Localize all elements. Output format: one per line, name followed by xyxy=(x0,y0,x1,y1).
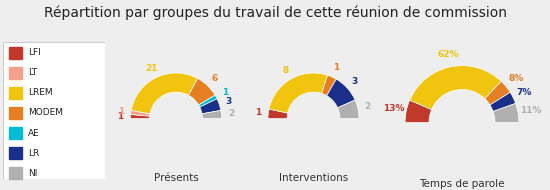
Wedge shape xyxy=(189,78,215,105)
Text: 1: 1 xyxy=(118,107,124,116)
Text: 13%: 13% xyxy=(383,104,405,113)
Text: LR: LR xyxy=(28,149,40,158)
Wedge shape xyxy=(322,75,336,96)
Wedge shape xyxy=(199,95,217,107)
Text: LFI: LFI xyxy=(28,48,41,57)
Wedge shape xyxy=(327,79,355,108)
Wedge shape xyxy=(200,99,221,114)
Wedge shape xyxy=(338,100,359,119)
FancyBboxPatch shape xyxy=(3,42,104,179)
Text: 2: 2 xyxy=(228,109,234,118)
Text: NI: NI xyxy=(28,169,37,178)
Wedge shape xyxy=(410,66,501,109)
Wedge shape xyxy=(405,100,432,123)
Wedge shape xyxy=(131,110,150,116)
Text: Temps de parole
(mots prononcés): Temps de parole (mots prononcés) xyxy=(416,179,508,190)
Bar xyxy=(9,127,22,139)
Wedge shape xyxy=(131,73,197,114)
Text: LREM: LREM xyxy=(28,88,53,97)
Text: 1: 1 xyxy=(117,112,124,120)
Wedge shape xyxy=(493,103,519,123)
Text: 62%: 62% xyxy=(437,50,459,59)
Text: 1: 1 xyxy=(333,63,339,72)
Text: 3: 3 xyxy=(351,77,358,86)
Bar xyxy=(9,87,22,99)
Text: Interventions: Interventions xyxy=(279,173,348,183)
Text: AE: AE xyxy=(28,128,40,138)
Text: 11%: 11% xyxy=(520,106,541,115)
Wedge shape xyxy=(485,81,510,105)
Text: 1: 1 xyxy=(255,108,261,117)
Wedge shape xyxy=(130,114,150,119)
Text: 6: 6 xyxy=(211,74,217,83)
Bar xyxy=(9,147,22,159)
Text: MODEM: MODEM xyxy=(28,108,63,117)
Text: Répartition par groupes du travail de cette réunion de commission: Répartition par groupes du travail de ce… xyxy=(43,6,507,20)
Bar xyxy=(9,167,22,179)
Text: 8: 8 xyxy=(283,66,289,75)
Bar xyxy=(9,47,22,59)
Wedge shape xyxy=(269,73,328,113)
Text: 1: 1 xyxy=(222,88,228,97)
Wedge shape xyxy=(202,110,222,119)
Bar xyxy=(9,67,22,79)
Text: LT: LT xyxy=(28,68,37,77)
Text: 21: 21 xyxy=(146,64,158,73)
Text: 8%: 8% xyxy=(508,74,524,83)
Text: Présents: Présents xyxy=(153,173,199,183)
Bar xyxy=(9,107,22,119)
Wedge shape xyxy=(268,109,288,119)
Text: 3: 3 xyxy=(226,97,232,106)
Text: 7%: 7% xyxy=(517,88,532,97)
Wedge shape xyxy=(490,92,515,112)
Text: 2: 2 xyxy=(365,102,371,112)
